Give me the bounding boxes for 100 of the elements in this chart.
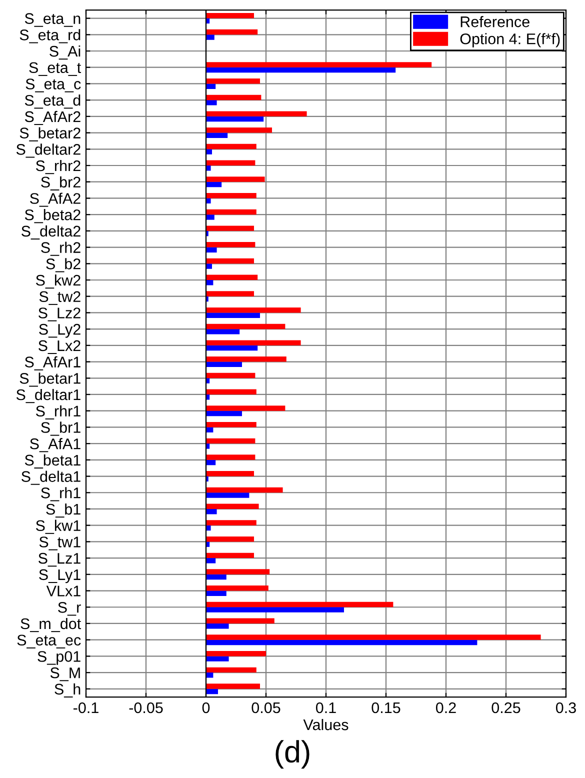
bar bbox=[206, 132, 228, 138]
bar bbox=[206, 525, 211, 531]
bar bbox=[206, 345, 258, 351]
bar bbox=[206, 460, 216, 466]
bar bbox=[206, 111, 307, 116]
bar bbox=[206, 492, 250, 498]
bar bbox=[206, 504, 259, 509]
y-tick-label: S_b1 bbox=[46, 503, 80, 518]
x-tick-label: 0.05 bbox=[252, 702, 280, 714]
bar bbox=[206, 508, 217, 514]
bar bbox=[206, 307, 301, 313]
bar bbox=[206, 226, 254, 231]
y-tick-label: S_m_dot bbox=[20, 618, 82, 632]
y-tick-label: S_kw2 bbox=[36, 274, 80, 289]
x-tick-label: -0.1 bbox=[74, 702, 98, 714]
bar bbox=[206, 634, 541, 640]
bar bbox=[206, 656, 229, 662]
bar bbox=[206, 618, 274, 624]
y-tick-label: S_beta1 bbox=[24, 454, 80, 468]
bar bbox=[206, 607, 344, 612]
bar bbox=[206, 406, 286, 411]
y-tick-label: S_eta_d bbox=[24, 94, 80, 109]
y-tick-label: S_h bbox=[54, 683, 80, 698]
bar bbox=[206, 602, 394, 608]
bar bbox=[206, 640, 478, 646]
bar bbox=[206, 198, 211, 204]
y-tick-label: S_rhr2 bbox=[36, 160, 80, 174]
y-tick-label: S_Lz2 bbox=[38, 308, 80, 322]
x-tick-label: 0.15 bbox=[372, 702, 400, 714]
bar bbox=[206, 558, 216, 564]
bar bbox=[206, 67, 396, 73]
bar bbox=[206, 329, 240, 334]
bar bbox=[206, 242, 256, 248]
y-tick-label: S_br2 bbox=[41, 176, 80, 190]
y-tick-label: S_tw1 bbox=[39, 536, 80, 550]
y-tick-label: S_Lx2 bbox=[38, 340, 80, 354]
y-tick-label: S_betar2 bbox=[20, 127, 80, 142]
y-tick-label: S_eta_rd bbox=[20, 29, 80, 44]
bar bbox=[206, 160, 256, 166]
bar bbox=[206, 569, 270, 574]
y-tick-label: S_beta2 bbox=[24, 209, 80, 224]
x-tick-label: 0.25 bbox=[492, 702, 520, 714]
bar bbox=[206, 192, 256, 198]
y-tick-label: S_AfAr1 bbox=[24, 356, 80, 370]
y-tick-label: S_AfA1 bbox=[30, 438, 80, 452]
y-tick-label: S_Ly1 bbox=[39, 569, 80, 584]
bar bbox=[206, 650, 266, 656]
bar bbox=[206, 454, 256, 460]
bar bbox=[206, 247, 217, 253]
bar bbox=[206, 410, 242, 416]
bar bbox=[206, 362, 242, 368]
bar bbox=[206, 623, 229, 629]
bar bbox=[206, 264, 212, 269]
y-tick-label: S_b2 bbox=[46, 258, 80, 272]
bar bbox=[206, 471, 254, 476]
bar bbox=[206, 667, 256, 673]
bar bbox=[206, 688, 218, 694]
bar bbox=[206, 487, 283, 493]
bar bbox=[206, 149, 212, 154]
bar bbox=[206, 536, 254, 542]
y-tick-label: S_Ly2 bbox=[39, 324, 80, 338]
bar bbox=[206, 684, 260, 689]
bar bbox=[206, 590, 226, 596]
bar bbox=[206, 274, 258, 280]
y-tick-label: S_rh2 bbox=[41, 242, 80, 256]
y-tick-label: S_AfAr2 bbox=[24, 110, 80, 126]
x-tick-label: 0 bbox=[202, 702, 210, 714]
legend-label: Reference bbox=[460, 16, 530, 28]
bar bbox=[206, 78, 260, 84]
bar bbox=[206, 324, 286, 330]
bar bbox=[206, 166, 211, 171]
bar bbox=[206, 574, 226, 580]
legend-label: Option 4: E(f*f) bbox=[460, 33, 560, 48]
bar bbox=[206, 29, 258, 35]
y-tick-label: S_eta_n bbox=[24, 13, 80, 27]
y-tick-label: S_rh1 bbox=[41, 487, 80, 502]
x-tick-label: 0.3 bbox=[556, 702, 576, 714]
bar bbox=[206, 34, 214, 40]
bar bbox=[206, 356, 286, 362]
bar bbox=[206, 291, 254, 296]
y-tick-label: S_br1 bbox=[41, 422, 80, 436]
y-tick-label: S_deltar1 bbox=[16, 388, 80, 404]
bar bbox=[206, 340, 301, 346]
bar bbox=[206, 13, 254, 18]
y-tick-label: S_p01 bbox=[38, 651, 80, 665]
y-tick-label: S_eta_c bbox=[26, 78, 81, 92]
y-tick-label: S_delta1 bbox=[22, 470, 80, 485]
y-tick-label: S_M bbox=[50, 667, 80, 682]
bar bbox=[206, 62, 432, 68]
y-tick-label: S_eta_t bbox=[29, 62, 82, 76]
bar bbox=[206, 209, 256, 215]
bar bbox=[206, 182, 222, 188]
bar bbox=[206, 438, 256, 444]
text: (d) bbox=[276, 740, 310, 769]
bar bbox=[206, 422, 256, 428]
y-tick-label: S_deltar2 bbox=[16, 144, 80, 158]
y-tick-label: S_tw2 bbox=[39, 291, 80, 305]
bar bbox=[206, 116, 264, 122]
y-tick-label: S_AfA2 bbox=[30, 192, 80, 207]
bar bbox=[206, 672, 214, 678]
